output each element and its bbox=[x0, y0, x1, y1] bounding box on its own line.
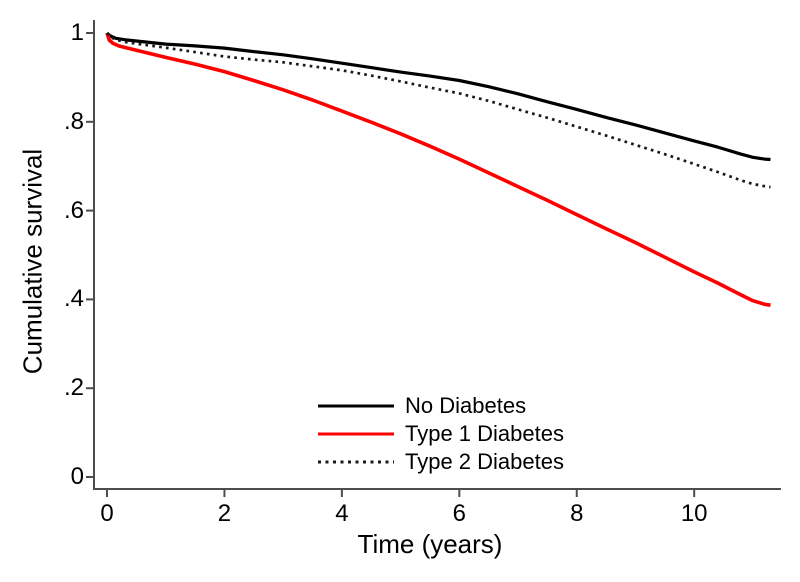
y-tick-label: .6 bbox=[63, 196, 84, 224]
legend-label-type1-diabetes: Type 1 Diabetes bbox=[405, 421, 564, 446]
x-tick-label: 6 bbox=[452, 500, 466, 527]
y-tick-label: 0 bbox=[70, 463, 84, 490]
x-tick-label: 10 bbox=[680, 500, 708, 527]
x-tick-label: 2 bbox=[217, 500, 232, 527]
legend: No Diabetes Type 1 Diabetes Type 2 Diabe… bbox=[318, 392, 564, 476]
series-line-0 bbox=[105, 31, 771, 162]
series-line-2 bbox=[105, 32, 771, 189]
legend-line-sample-type1-diabetes bbox=[318, 432, 394, 436]
y-tick-label: .4 bbox=[63, 285, 84, 313]
series-line-1 bbox=[105, 32, 771, 307]
legend-label-no-diabetes: No Diabetes bbox=[405, 393, 527, 418]
y-axis-title: Cumulative survival bbox=[17, 148, 48, 375]
legend-item-type1-diabetes: Type 1 Diabetes bbox=[318, 420, 564, 448]
x-tick-label: 0 bbox=[100, 500, 114, 527]
x-tick-label: 4 bbox=[335, 500, 349, 527]
x-axis-title: Time (years) bbox=[357, 529, 503, 559]
legend-line-sample-no-diabetes bbox=[318, 404, 394, 408]
legend-line-sample-type2-diabetes bbox=[318, 460, 394, 464]
x-tick-label: 8 bbox=[570, 500, 584, 527]
y-tick-label: 1 bbox=[70, 19, 84, 46]
legend-label-type2-diabetes: Type 2 Diabetes bbox=[405, 449, 564, 474]
legend-item-no-diabetes: No Diabetes bbox=[318, 392, 564, 420]
y-tick-label: .2 bbox=[63, 374, 84, 402]
y-tick-label: .8 bbox=[63, 107, 84, 135]
legend-item-type2-diabetes: Type 2 Diabetes bbox=[318, 448, 564, 476]
